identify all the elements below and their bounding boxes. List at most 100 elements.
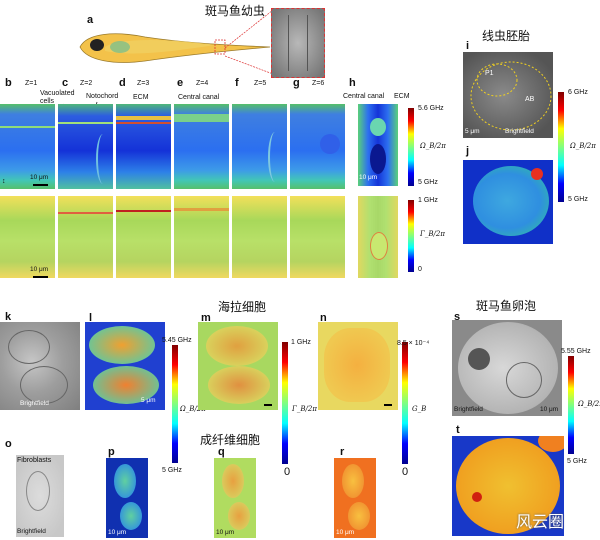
image-s-brightfield: Brightfield 10 μm: [452, 320, 562, 416]
z-label-1: Z=1: [25, 80, 38, 87]
label-ab: AB: [525, 96, 535, 103]
colorbar-m-width-symbol: Γ_B/2π: [292, 405, 317, 413]
annotation-central-canal: Central canal: [178, 94, 220, 101]
scalebar-h-label: 10 μm: [359, 174, 378, 181]
label-s-brightfield: Brightfield: [454, 406, 483, 413]
image-k-brightfield: Brightfield: [0, 322, 80, 410]
colorbar-h-width-max: 1 GHz: [418, 197, 438, 204]
panel-letter-k: k: [5, 311, 12, 323]
colorbar-n-gain: [402, 342, 408, 464]
image-n-gain: [318, 322, 398, 410]
colorbar-h-shift-min: 5 GHz: [418, 179, 438, 186]
image-r-gain: 10 μm: [334, 458, 376, 538]
label-i-brightfield: Brightfield: [505, 128, 534, 135]
colorbar-s-shift-min: 5 GHz: [567, 458, 587, 465]
panel-letter-f: f: [235, 77, 239, 89]
embryo-outline: [470, 61, 552, 131]
scalebar-r-label: 10 μm: [336, 529, 355, 536]
annotation-central-canal-h: Central canal: [343, 93, 385, 100]
z-label-4: Z=4: [196, 80, 209, 87]
image-e-shift: [174, 104, 229, 189]
panel-letter-e: e: [177, 77, 184, 89]
colorbar-i-shift: [558, 92, 564, 202]
title-nematode-embryo: 线虫胚胎: [482, 29, 531, 43]
image-l-shift: 5 μm: [85, 322, 165, 410]
panel-letter-d: d: [119, 77, 126, 89]
panel-letter-b: b: [5, 77, 12, 89]
panel-letter-t: t: [456, 424, 460, 436]
axis-indicator-row1: ↕: [2, 178, 6, 185]
watermark: 风云圈: [516, 512, 565, 531]
panel-letter-g: g: [293, 77, 300, 89]
colorbar-h-width: [408, 200, 414, 272]
scalebar-m: [264, 404, 272, 406]
label-fibroblasts: Fibroblasts: [17, 457, 52, 464]
annotation-ecm: ECM: [133, 94, 149, 101]
colorbar-s-shift: [568, 356, 574, 454]
colorbar-n-gain-max: 8.5 × 10⁻⁴: [397, 340, 430, 347]
z-label-6: Z=6: [312, 80, 325, 87]
title-hela-cells: 海拉细胞: [218, 300, 267, 314]
annotation-vacuolated-cells: Vacuolated cells: [40, 90, 75, 105]
panel-letter-h: h: [349, 77, 356, 89]
z-label-3: Z=3: [137, 80, 150, 87]
image-p-shift: 10 μm: [106, 458, 148, 538]
image-h-shift: [358, 104, 398, 186]
colorbar-s-shift-symbol: Ω_B/2π: [578, 400, 600, 408]
panel-letter-s: s: [454, 311, 461, 323]
z-label-5: Z=5: [254, 80, 267, 87]
panel-letter-j: j: [466, 145, 470, 157]
scalebar-s-label: 10 μm: [540, 406, 559, 413]
colorbar-s-shift-max: 5.55 GHz: [561, 348, 591, 355]
image-h-width: [358, 196, 398, 278]
scalebar-b-width: [33, 276, 48, 278]
image-e-width: [174, 196, 229, 278]
panel-letter-i: i: [466, 40, 470, 52]
colorbar-h-shift: [408, 108, 414, 186]
image-b-width: [0, 196, 55, 278]
image-j-shift: [463, 160, 553, 244]
scalebar-p-label: 10 μm: [108, 529, 127, 536]
label-o-brightfield: Brightfield: [17, 528, 46, 535]
annotation-notochord: Notochord: [86, 93, 119, 100]
panel-letter-o: o: [5, 438, 12, 450]
panel-letter-m: m: [201, 312, 211, 324]
image-m-width: [198, 322, 278, 410]
zebrafish-zoom-brightfield: [271, 8, 325, 78]
panel-letter-a: a: [87, 14, 94, 26]
zoom-lines: [225, 9, 274, 75]
scalebar-b-width-label: 10 μm: [30, 266, 49, 273]
image-f-width: [232, 196, 287, 278]
colorbar-i-shift-symbol: Ω_B/2π: [570, 142, 596, 150]
colorbar-m-width: [282, 342, 288, 464]
z-label-2: Z=2: [80, 80, 93, 87]
annotation-ecm-h: ECM: [394, 93, 410, 100]
colorbar-m-width-min: 0: [284, 466, 291, 478]
panel-letter-n: n: [320, 312, 327, 324]
colorbar-n-gain-symbol: G_B: [412, 405, 427, 413]
label-p1: P1: [485, 70, 494, 77]
label-k-brightfield: Brightfield: [20, 400, 49, 407]
title-fibroblasts: 成纤维细胞: [200, 433, 261, 447]
colorbar-i-shift-min: 5 GHz: [568, 196, 588, 203]
colorbar-l-shift-symbol: Ω_B/2π: [180, 405, 206, 413]
colorbar-h-width-symbol: Γ_B/2π: [420, 230, 445, 238]
image-d-width: [116, 196, 171, 278]
colorbar-n-gain-min: 0: [402, 466, 409, 478]
panel-letter-r: r: [340, 446, 345, 458]
panel-letter-c: c: [62, 77, 69, 89]
panel-letter-l: l: [89, 312, 93, 324]
zebrafish-larva-illustration: [79, 33, 271, 63]
image-o-brightfield: Fibroblasts Brightfield: [16, 455, 64, 537]
image-c-shift: [58, 104, 113, 189]
colorbar-h-shift-symbol: Ω_B/2π: [420, 142, 446, 150]
scalebar-q-label: 10 μm: [216, 529, 235, 536]
colorbar-i-shift-max: 6 GHz: [568, 89, 588, 96]
image-i-brightfield: P1 AB 5 μm Brightfield: [463, 52, 553, 138]
scalebar-n: [384, 404, 392, 406]
image-c-width: [58, 196, 113, 278]
image-t-shift: [452, 436, 564, 536]
title-zebrafish-larva: 斑马鱼幼虫: [205, 4, 266, 18]
title-zebrafish-egg: 斑马鱼卵泡: [476, 299, 537, 313]
panel-letter-p: p: [108, 446, 115, 458]
